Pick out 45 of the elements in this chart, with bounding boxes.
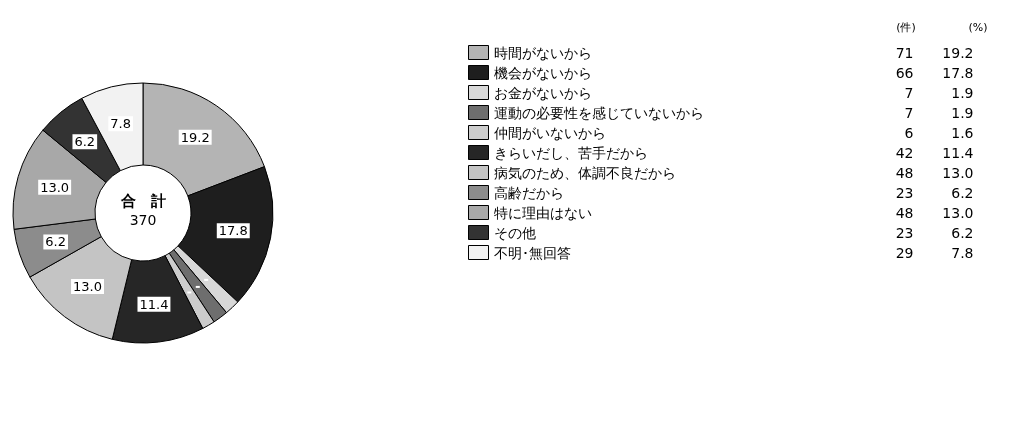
text: 13.0 [942,164,974,181]
legend-label: 機会がないから [493,64,592,81]
text: 29 [895,244,914,261]
text: 71 [895,44,914,61]
text: 48 [895,164,914,181]
legend-label: 病気のため、体調不良だから [493,164,676,181]
data-label: 1.9 [951,84,974,101]
text: 11.4 [942,144,974,161]
text: 370 [129,212,157,228]
text: 23 [895,184,914,201]
legend-label: 仲間がいないから [493,124,606,141]
legend-label: きらいだし、苦手だから [493,144,648,161]
legend-label: その他 [493,224,536,241]
text: (%) [968,21,988,34]
text: 17.8 [942,64,974,81]
text: 6.2 [951,224,974,241]
text: 48 [895,204,914,221]
text: 6 [904,124,914,141]
legend-label: 特に理由はない [493,204,592,221]
legend-label: 高齢だから [493,184,564,201]
data-label: 13.0 [40,179,70,195]
data-label: 19.2 [180,129,210,145]
text: 合 計 [119,191,166,210]
text: 7 [904,84,914,101]
legend-label: 運動の必要性を感じていないから [493,104,704,121]
data-label: 17.8 [218,223,248,239]
text: 7 [904,104,914,121]
text: 13.0 [942,204,974,221]
data-label: 1.9 [951,104,974,121]
text: (件) [896,21,916,34]
data-label: 6.2 [74,134,96,150]
data-label: 6.2 [45,234,67,250]
legend-label: 不明･無回答 [493,244,571,261]
data-label: 7.8 [110,116,132,132]
text: 66 [895,64,914,81]
data-label: 13.0 [73,278,103,294]
text: 42 [895,144,914,161]
text: 19.2 [942,44,974,61]
legend-label: 時間がないから [493,44,592,61]
data-label: 1.6 [951,124,974,141]
text: 7.8 [951,244,974,261]
text: 23 [895,224,914,241]
data-label: 11.4 [139,296,169,312]
text: 6.2 [951,184,974,201]
legend-label: お金がないから [493,84,592,101]
